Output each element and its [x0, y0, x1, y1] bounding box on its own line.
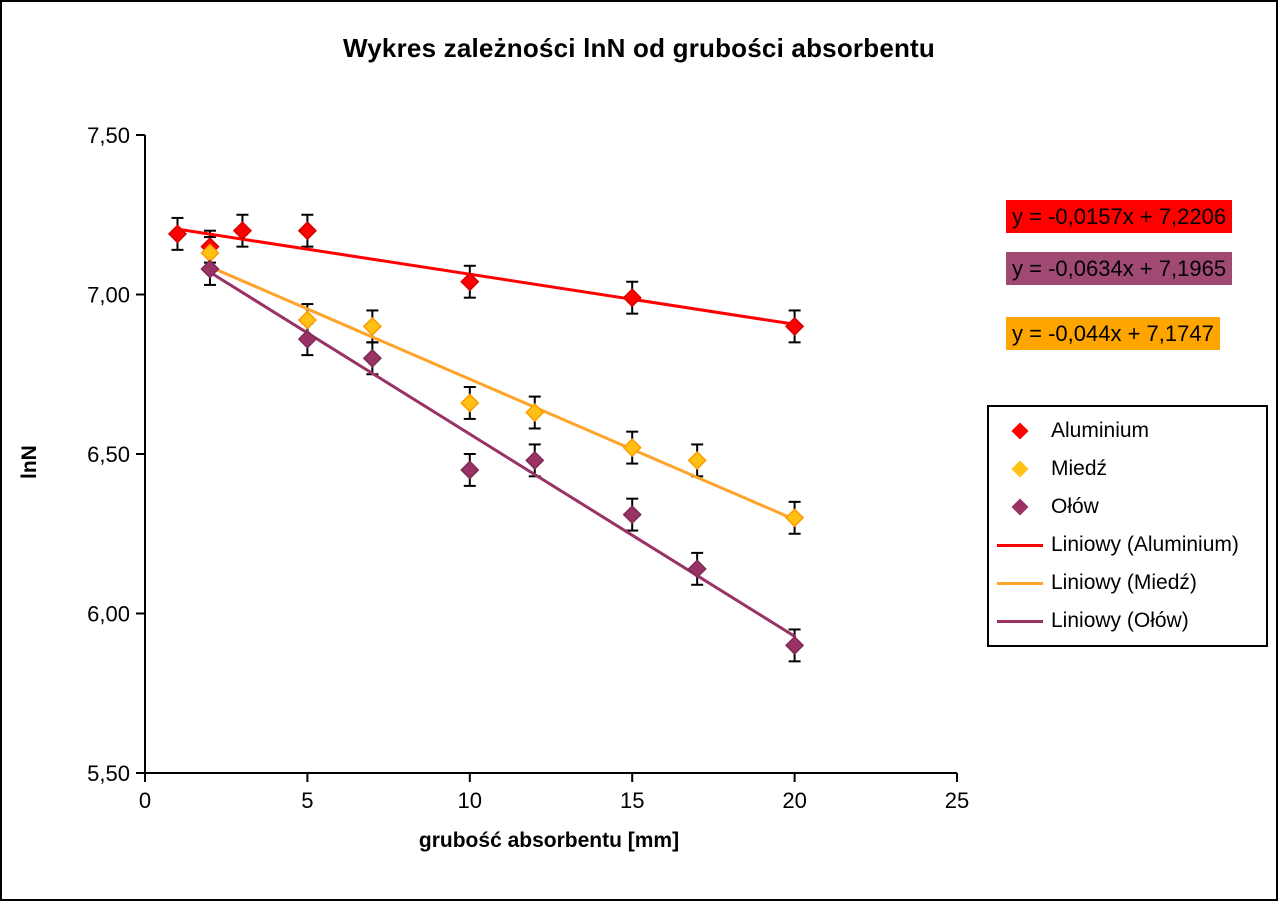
legend-label-liniowy-miedz: Liniowy (Miedź): [1051, 571, 1197, 594]
series-markers-Aluminium: [167, 221, 805, 336]
legend-marker-olow-diamond-icon: [997, 498, 1043, 516]
x-axis-title: grubość absorbentu [mm]: [418, 829, 680, 852]
x-tick-label: 15: [620, 788, 644, 813]
y-tick-label: 6,00: [87, 602, 130, 627]
error-bars-Ołów: [203, 252, 801, 663]
legend-marker-liniowy-aluminium-line-icon: [997, 543, 1043, 547]
legend-item-liniowy-olow: Liniowy (Ołów): [989, 609, 1266, 633]
legend-item-olow: Ołów: [989, 495, 1266, 519]
data-point-Aluminium: [622, 288, 642, 308]
legend-item-miedz: Miedź: [989, 457, 1266, 481]
error-bars-Aluminium: [171, 213, 801, 344]
series-markers-Miedź: [200, 243, 805, 528]
y-tick-label: 7,00: [87, 283, 130, 308]
data-point-Ołów: [525, 450, 545, 470]
data-point-Ołów: [460, 460, 480, 480]
axes: 7,50 7,00 6,50 6,00 5,50 0 5 10 15 20 25: [87, 123, 969, 813]
error-bars-Miedź: [203, 236, 801, 535]
legend-item-liniowy-aluminium: Liniowy (Aluminium): [989, 533, 1266, 557]
data-point-Aluminium: [232, 221, 253, 241]
data-point-Miedź: [460, 393, 480, 413]
legend-label-miedz: Miedź: [1051, 457, 1108, 480]
x-tick-label: 0: [139, 788, 151, 813]
trendline-Ołów: [208, 270, 797, 638]
x-tick-label: 5: [301, 788, 313, 813]
x-tick-label: 20: [782, 788, 806, 813]
data-point-Aluminium: [297, 221, 317, 241]
data-point-Ołów: [297, 329, 317, 349]
data-point-Ołów: [200, 259, 220, 279]
data-point-Miedź: [622, 438, 642, 458]
legend-item-aluminium: Aluminium: [989, 419, 1266, 443]
legend: Aluminium Miedź Ołów Liniowy (Aluminium)…: [987, 405, 1268, 647]
x-tick-label: 10: [458, 788, 482, 813]
data-point-Miedź: [362, 316, 382, 336]
y-tick-label: 5,50: [87, 761, 130, 786]
data-point-Miedź: [297, 310, 317, 330]
data-point-Aluminium: [460, 272, 480, 292]
chart-title: Wykres zależności lnN od grubości absorb…: [343, 33, 935, 63]
legend-label-liniowy-olow: Liniowy (Ołów): [1051, 609, 1189, 632]
series-markers-Ołów: [200, 259, 805, 655]
data-point-Miedź: [687, 450, 707, 470]
y-tick-label: 7,50: [87, 123, 130, 148]
x-tick-label: 25: [945, 788, 969, 813]
data-point-Ołów: [362, 348, 382, 368]
trendline-equation-aluminium: y = -0,0157x + 7,2206: [1006, 200, 1233, 233]
legend-label-olow: Ołów: [1051, 495, 1099, 518]
y-tick-label: 6,50: [87, 442, 130, 467]
data-point-Miedź: [525, 402, 545, 423]
trendline-Aluminium: [175, 227, 797, 326]
legend-marker-liniowy-olow-line-icon: [997, 619, 1043, 623]
data-point-Ołów: [687, 559, 707, 579]
trendline-equation-miedz: y = -0,044x + 7,1747: [1006, 317, 1220, 350]
legend-marker-miedz-diamond-icon: [997, 460, 1043, 478]
data-point-Aluminium: [785, 316, 805, 336]
legend-marker-liniowy-miedz-line-icon: [997, 581, 1043, 585]
legend-marker-aluminium-diamond-icon: [997, 422, 1043, 440]
trendline-Miedź: [208, 265, 797, 521]
legend-item-liniowy-miedz: Liniowy (Miedź): [989, 571, 1266, 595]
data-point-Miedź: [785, 508, 805, 528]
data-point-Aluminium: [167, 224, 188, 244]
legend-label-aluminium: Aluminium: [1051, 419, 1150, 442]
trendline-equation-olow: y = -0,0634x + 7,1965: [1006, 252, 1233, 285]
data-point-Ołów: [785, 635, 805, 655]
y-axis-title: lnN: [18, 445, 41, 479]
legend-label-liniowy-aluminium: Liniowy (Aluminium): [1051, 533, 1239, 556]
data-point-Ołów: [622, 505, 642, 525]
